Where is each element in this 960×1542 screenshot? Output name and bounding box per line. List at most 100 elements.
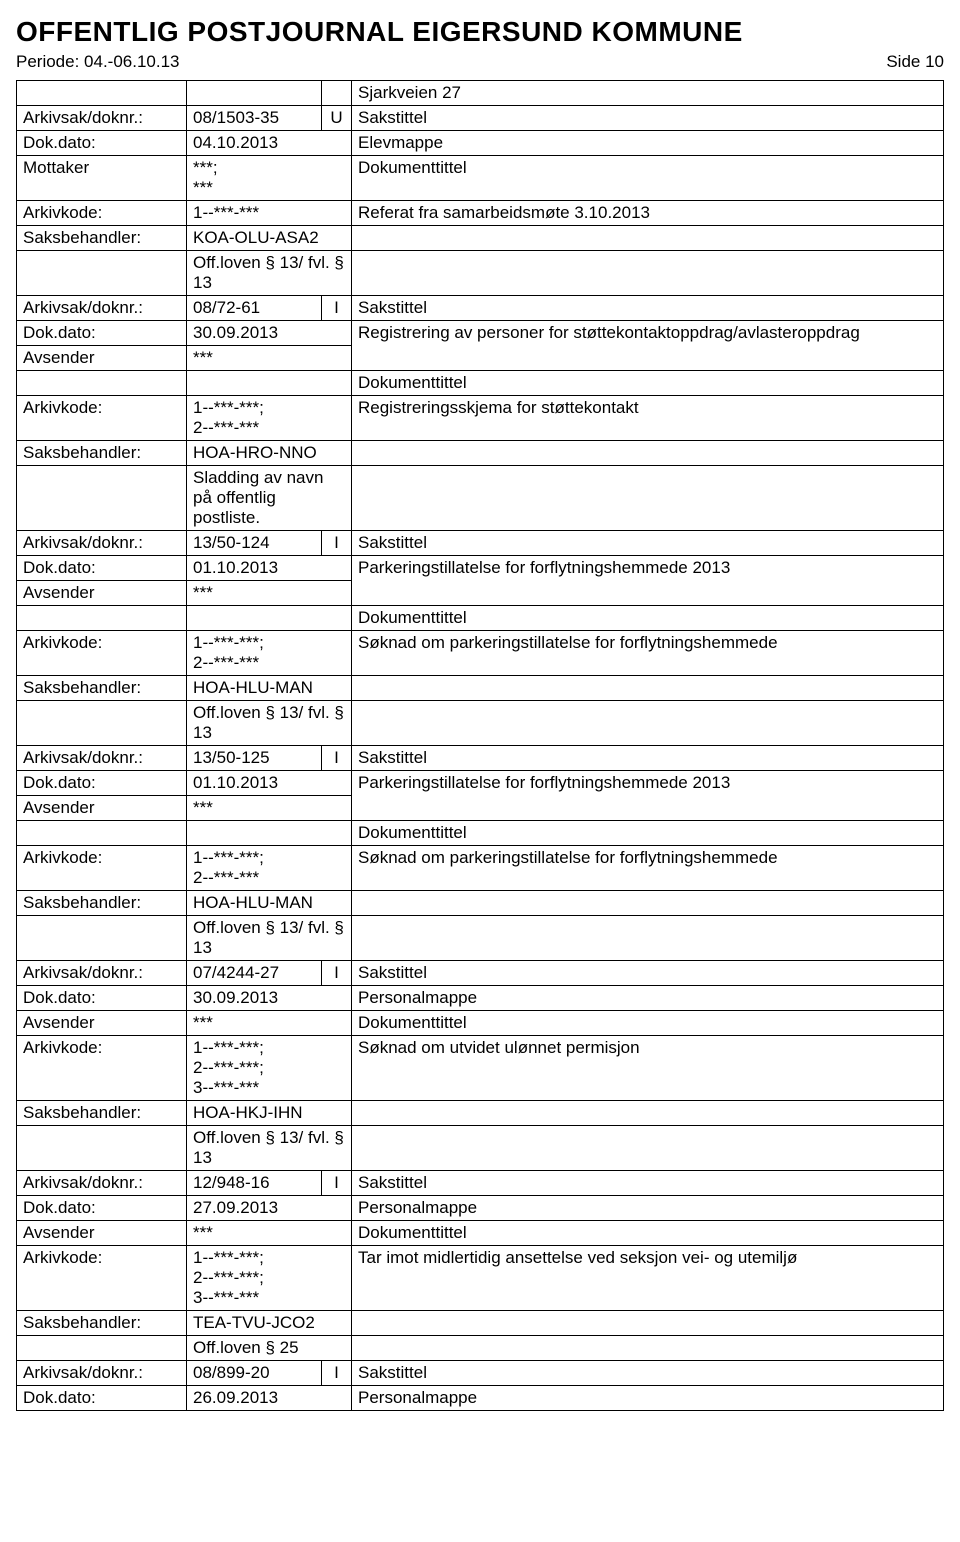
cell-io (322, 81, 352, 106)
cell-label: Arkivsak/doknr.: (17, 106, 187, 131)
journal-table: Sjarkveien 27Arkivsak/doknr.:08/1503-35U… (16, 80, 944, 1411)
cell-desc (352, 226, 944, 251)
cell-desc: Personalmappe (352, 1386, 944, 1411)
cell-label (17, 606, 187, 631)
table-row: Dok.dato:04.10.2013Elevmappe (17, 131, 944, 156)
table-row: Dok.dato:27.09.2013Personalmappe (17, 1196, 944, 1221)
cell-desc: Sakstittel (352, 746, 944, 771)
period-row: Periode: 04.-06.10.13 Side 10 (16, 52, 944, 72)
table-row: Arkivsak/doknr.:07/4244-27ISakstittel (17, 961, 944, 986)
cell-value: 1--***-***; 2--***-***; 3--***-*** (187, 1246, 352, 1311)
cell-value: 04.10.2013 (187, 131, 352, 156)
cell-value: 1--***-***; 2--***-***; 3--***-*** (187, 1036, 352, 1101)
table-row: Avsender***Dokumenttittel (17, 1011, 944, 1036)
cell-value (187, 821, 352, 846)
cell-value: KOA-OLU-ASA2 (187, 226, 352, 251)
cell-desc: Personalmappe (352, 1196, 944, 1221)
cell-value: 13/50-125 (187, 746, 322, 771)
cell-value: 08/72-61 (187, 296, 322, 321)
cell-label: Arkivsak/doknr.: (17, 1361, 187, 1386)
cell-value: TEA-TVU-JCO2 (187, 1311, 352, 1336)
cell-label: Dok.dato: (17, 771, 187, 796)
cell-io: U (322, 106, 352, 131)
cell-value: ***; *** (187, 156, 352, 201)
cell-desc: Sakstittel (352, 106, 944, 131)
table-row: Arkivkode:1--***-***; 2--***-***; 3--***… (17, 1036, 944, 1101)
cell-io: I (322, 1171, 352, 1196)
cell-desc: Dokumenttittel (352, 821, 944, 846)
cell-value: Off.loven § 13/ fvl. § 13 (187, 916, 352, 961)
table-row: Dok.dato:26.09.2013Personalmappe (17, 1386, 944, 1411)
cell-desc: Referat fra samarbeidsmøte 3.10.2013 (352, 201, 944, 226)
table-row: Dokumenttittel (17, 606, 944, 631)
cell-value: *** (187, 346, 352, 371)
cell-value: 12/948-16 (187, 1171, 322, 1196)
cell-io: I (322, 1361, 352, 1386)
cell-label (17, 251, 187, 296)
cell-label: Dok.dato: (17, 1196, 187, 1221)
cell-desc: Sakstittel (352, 1361, 944, 1386)
cell-value: 08/899-20 (187, 1361, 322, 1386)
cell-desc: Dokumenttittel (352, 371, 944, 396)
cell-label: Arkivkode: (17, 201, 187, 226)
cell-label: Arkivkode: (17, 396, 187, 441)
table-row: Arkivkode:1--***-***; 2--***-***; 3--***… (17, 1246, 944, 1311)
cell-desc (352, 1311, 944, 1336)
cell-label: Saksbehandler: (17, 441, 187, 466)
cell-label: Dok.dato: (17, 1386, 187, 1411)
cell-io: I (322, 961, 352, 986)
cell-desc (352, 1101, 944, 1126)
cell-desc: Dokumenttittel (352, 1221, 944, 1246)
cell-value: 30.09.2013 (187, 986, 352, 1011)
cell-value: 27.09.2013 (187, 1196, 352, 1221)
cell-label: Avsender (17, 1221, 187, 1246)
cell-desc: Sakstittel (352, 296, 944, 321)
cell-desc: Personalmappe (352, 986, 944, 1011)
cell-label: Saksbehandler: (17, 226, 187, 251)
table-row: Arkivkode:1--***-***; 2--***-***Søknad o… (17, 846, 944, 891)
cell-io: I (322, 296, 352, 321)
table-row: Dok.dato:01.10.2013Parkeringstillatelse … (17, 771, 944, 796)
cell-value: HOA-HKJ-IHN (187, 1101, 352, 1126)
table-row: Arkivsak/doknr.:12/948-16ISakstittel (17, 1171, 944, 1196)
cell-label: Arkivkode: (17, 1036, 187, 1101)
cell-value: HOA-HLU-MAN (187, 676, 352, 701)
cell-label: Dok.dato: (17, 986, 187, 1011)
page-number: Side 10 (886, 52, 944, 72)
cell-value: *** (187, 796, 352, 821)
cell-desc: Dokumenttittel (352, 156, 944, 201)
cell-desc: Dokumenttittel (352, 606, 944, 631)
cell-label (17, 371, 187, 396)
table-row: Dok.dato:30.09.2013Personalmappe (17, 986, 944, 1011)
cell-label: Mottaker (17, 156, 187, 201)
cell-desc: Dokumenttittel (352, 1011, 944, 1036)
cell-label: Arkivsak/doknr.: (17, 531, 187, 556)
table-row: Dokumenttittel (17, 821, 944, 846)
cell-desc (352, 1126, 944, 1171)
table-row: Avsender***Dokumenttittel (17, 1221, 944, 1246)
cell-value: HOA-HRO-NNO (187, 441, 352, 466)
cell-label: Saksbehandler: (17, 891, 187, 916)
cell-value (187, 81, 322, 106)
cell-value: 13/50-124 (187, 531, 322, 556)
cell-desc: Parkeringstillatelse for forflytningshem… (352, 771, 944, 821)
cell-label: Arkivkode: (17, 846, 187, 891)
table-row: Saksbehandler:HOA-HLU-MAN (17, 891, 944, 916)
table-row: Arkivsak/doknr.:08/72-61ISakstittel (17, 296, 944, 321)
cell-value: Off.loven § 25 (187, 1336, 352, 1361)
table-row: Sladding av navn på offentlig postliste. (17, 466, 944, 531)
table-row: Arkivkode:1--***-***Referat fra samarbei… (17, 201, 944, 226)
cell-label: Saksbehandler: (17, 1311, 187, 1336)
table-row: Arkivkode:1--***-***; 2--***-***Søknad o… (17, 631, 944, 676)
cell-value (187, 371, 352, 396)
cell-label: Arkivkode: (17, 1246, 187, 1311)
cell-label: Avsender (17, 796, 187, 821)
cell-desc: Sjarkveien 27 (352, 81, 944, 106)
table-row: Arkivsak/doknr.:13/50-125ISakstittel (17, 746, 944, 771)
cell-value: Sladding av navn på offentlig postliste. (187, 466, 352, 531)
cell-value: 30.09.2013 (187, 321, 352, 346)
cell-label (17, 1126, 187, 1171)
cell-label: Avsender (17, 346, 187, 371)
table-row: Off.loven § 13/ fvl. § 13 (17, 1126, 944, 1171)
cell-io: I (322, 531, 352, 556)
